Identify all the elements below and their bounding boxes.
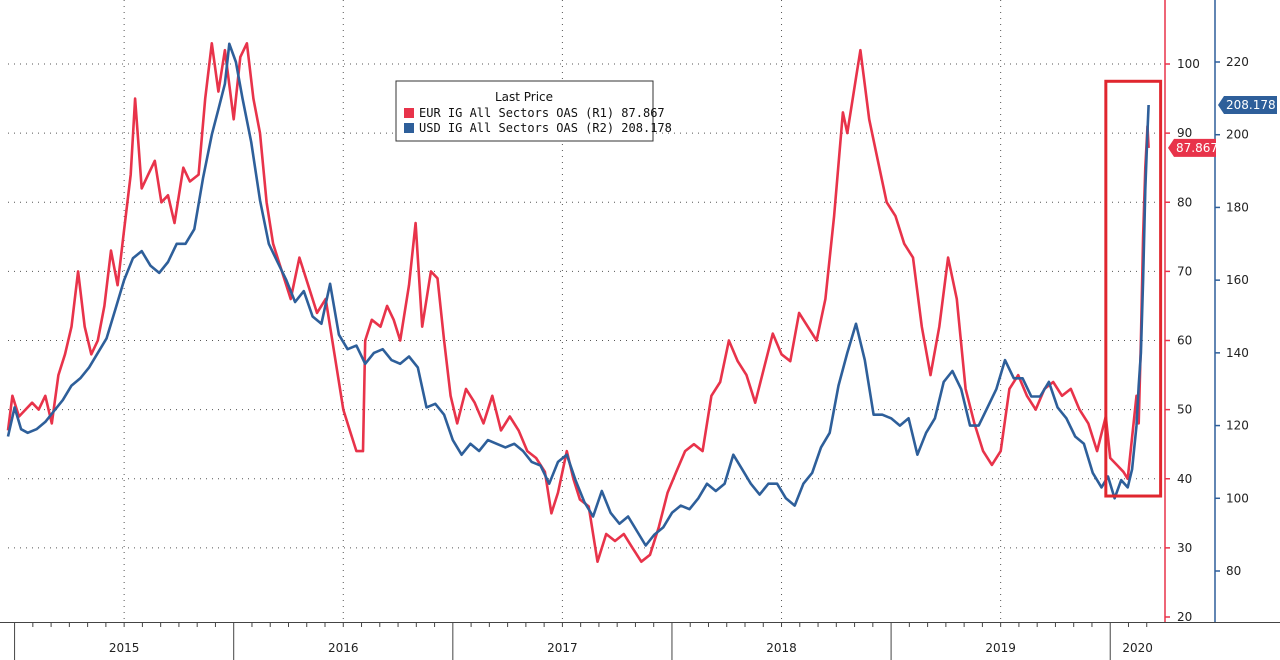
r2-tick-label: 140 (1226, 346, 1249, 360)
x-tick-label: 2016 (328, 641, 359, 655)
x-tick-label: 2020 (1122, 641, 1153, 655)
series-layer (6, 42, 1150, 563)
legend-entry-usd: USD IG All Sectors OAS (R2) 208.178 (419, 121, 672, 135)
r1-axis: 20 30 40 50 60 70 80 90 100 (1165, 57, 1200, 624)
r2-tick-label: 100 (1226, 491, 1249, 505)
x-tick-label: 2017 (547, 641, 578, 655)
highlight-box (1104, 79, 1163, 498)
r1-tick-label: 30 (1177, 541, 1192, 555)
r2-tick-label: 220 (1226, 55, 1249, 69)
x-tick-label: 2015 (109, 641, 140, 655)
r2-tick-label: 180 (1226, 200, 1249, 214)
r1-tick-label: 50 (1177, 403, 1192, 417)
legend-swatch-eur (404, 108, 414, 118)
legend-title: Last Price (495, 90, 553, 104)
x-tick-label: 2019 (985, 641, 1016, 655)
gridlines (8, 0, 1165, 622)
r1-tick-label: 90 (1177, 126, 1192, 140)
r1-tick-label: 100 (1177, 57, 1200, 71)
r2-axis: 80 100 120 140 160 180 200 220 (1215, 55, 1249, 578)
legend-swatch-usd (404, 123, 414, 133)
r1-tick-label: 80 (1177, 195, 1192, 209)
r2-tick-label: 200 (1226, 128, 1249, 142)
series-line-usd (6, 42, 1150, 547)
series-line-eur (6, 42, 1150, 563)
r1-tick-label: 20 (1177, 610, 1192, 624)
legend-box (395, 80, 654, 142)
r1-tick-label: 40 (1177, 472, 1192, 486)
last-value-tag-eur (1168, 138, 1216, 157)
last-value-tags: 87.867 208.178 (1168, 95, 1277, 157)
last-value-label-eur: 87.867 (1176, 141, 1218, 155)
x-tick-label: 2018 (766, 641, 797, 655)
r2-tick-label: 120 (1226, 419, 1249, 433)
axes (0, 0, 1280, 623)
legend-entry-eur: EUR IG All Sectors OAS (R1) 87.867 (419, 106, 665, 120)
r2-tick-label: 160 (1226, 273, 1249, 287)
r2-tick-label: 80 (1226, 564, 1241, 578)
r1-tick-label: 70 (1177, 264, 1192, 278)
r1-tick-label: 60 (1177, 334, 1192, 348)
last-value-tag-usd (1218, 95, 1277, 114)
last-value-label-usd: 208.178 (1226, 98, 1276, 112)
x-axis: 2015 2016 2017 2018 2019 2020 (14, 622, 1153, 660)
legend: Last Price EUR IG All Sectors OAS (R1) 8… (395, 80, 672, 142)
